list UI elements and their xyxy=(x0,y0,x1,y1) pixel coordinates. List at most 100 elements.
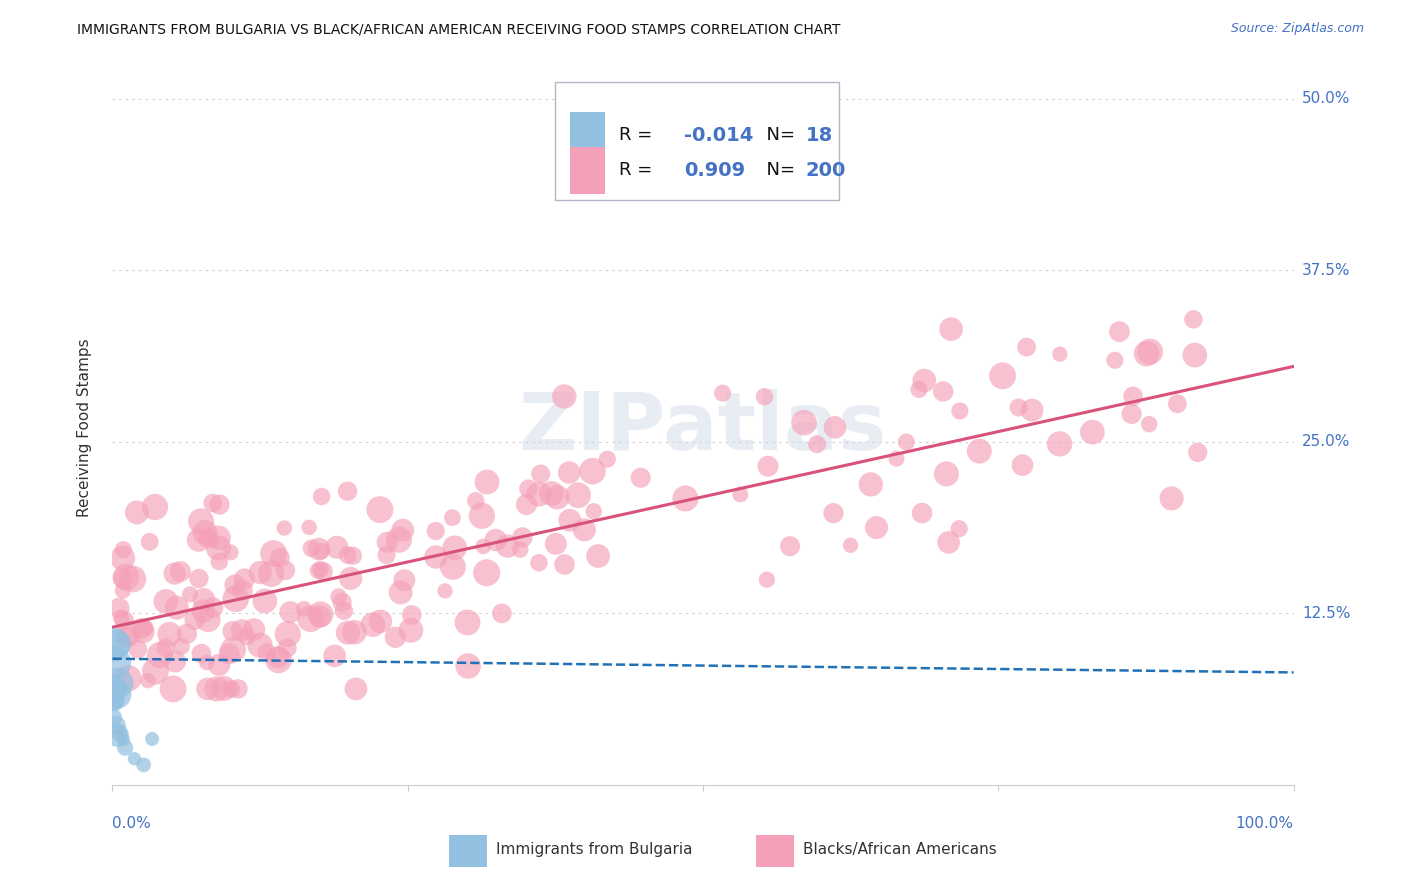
Point xyxy=(512,531,534,545)
Point xyxy=(1007,401,1029,415)
Point xyxy=(425,524,447,538)
Point xyxy=(114,740,136,755)
Point xyxy=(311,490,333,504)
Point xyxy=(159,627,181,641)
Point xyxy=(193,604,215,618)
Point xyxy=(865,520,887,534)
Text: 200: 200 xyxy=(806,161,846,180)
Point xyxy=(582,504,605,518)
Point xyxy=(896,435,918,450)
Point xyxy=(1135,346,1157,360)
Point xyxy=(336,625,359,640)
Point xyxy=(107,676,129,690)
Point xyxy=(384,630,406,644)
Point xyxy=(112,542,135,557)
Point xyxy=(105,687,128,701)
Point xyxy=(138,534,160,549)
Point xyxy=(530,467,553,481)
Point xyxy=(176,627,198,641)
Text: 100.0%: 100.0% xyxy=(1236,815,1294,830)
Point xyxy=(197,532,219,546)
Point xyxy=(208,555,231,569)
Point xyxy=(425,549,447,564)
Point xyxy=(509,542,531,557)
Point xyxy=(1187,445,1209,459)
Point xyxy=(143,500,166,514)
Point xyxy=(226,681,249,696)
Point xyxy=(266,650,288,665)
Point xyxy=(104,685,127,699)
Point xyxy=(207,531,229,545)
Point xyxy=(581,464,603,478)
Point xyxy=(368,502,391,516)
Point xyxy=(553,389,575,403)
Point xyxy=(1139,344,1161,359)
Point xyxy=(339,571,361,585)
Point xyxy=(104,656,127,670)
Point xyxy=(574,523,596,537)
Point xyxy=(330,595,353,609)
Point xyxy=(260,566,283,581)
Point xyxy=(267,653,290,667)
Point xyxy=(1122,389,1144,403)
Point xyxy=(630,471,652,485)
Point xyxy=(540,486,562,500)
Point xyxy=(441,510,464,524)
Point xyxy=(276,641,298,656)
Point xyxy=(323,648,346,663)
Text: Source: ZipAtlas.com: Source: ZipAtlas.com xyxy=(1230,22,1364,36)
Point xyxy=(269,550,291,565)
Point xyxy=(308,609,330,624)
Text: 0.909: 0.909 xyxy=(685,161,745,180)
Point xyxy=(225,591,247,606)
Point xyxy=(475,566,498,580)
Point xyxy=(394,573,416,587)
Point xyxy=(343,625,366,640)
Point xyxy=(375,548,398,562)
Point xyxy=(190,647,212,661)
Point xyxy=(299,612,322,626)
FancyBboxPatch shape xyxy=(449,835,486,867)
Point xyxy=(125,505,148,519)
Point xyxy=(441,560,464,574)
Point xyxy=(1104,353,1126,368)
Point xyxy=(326,541,349,555)
Point xyxy=(243,623,266,637)
Point xyxy=(208,498,231,512)
Point xyxy=(443,541,465,555)
Point xyxy=(839,538,862,552)
FancyBboxPatch shape xyxy=(555,82,839,200)
Point xyxy=(309,607,332,622)
Point xyxy=(991,368,1014,383)
Point xyxy=(256,645,278,659)
Point xyxy=(596,452,619,467)
Point xyxy=(205,681,228,696)
Point xyxy=(170,640,193,654)
Point xyxy=(824,420,846,434)
Point xyxy=(401,607,423,622)
Y-axis label: Receiving Food Stamps: Receiving Food Stamps xyxy=(77,339,91,517)
Point xyxy=(278,605,301,619)
Point xyxy=(219,545,242,559)
Point xyxy=(219,681,242,696)
Point xyxy=(249,566,271,580)
Point xyxy=(391,523,413,537)
Point xyxy=(673,491,696,506)
Point xyxy=(886,451,908,466)
Point xyxy=(132,757,155,772)
Point xyxy=(249,638,271,652)
FancyBboxPatch shape xyxy=(569,112,605,158)
Point xyxy=(806,437,828,451)
Point xyxy=(190,514,212,528)
Point xyxy=(456,615,478,630)
Point xyxy=(1121,407,1143,421)
Point xyxy=(309,544,332,558)
Point xyxy=(298,520,321,534)
Point xyxy=(110,610,132,624)
Point xyxy=(194,525,217,540)
Point xyxy=(554,558,576,572)
Point xyxy=(212,681,235,696)
Point xyxy=(169,565,191,579)
Point xyxy=(122,572,145,586)
Text: R =: R = xyxy=(619,126,658,144)
